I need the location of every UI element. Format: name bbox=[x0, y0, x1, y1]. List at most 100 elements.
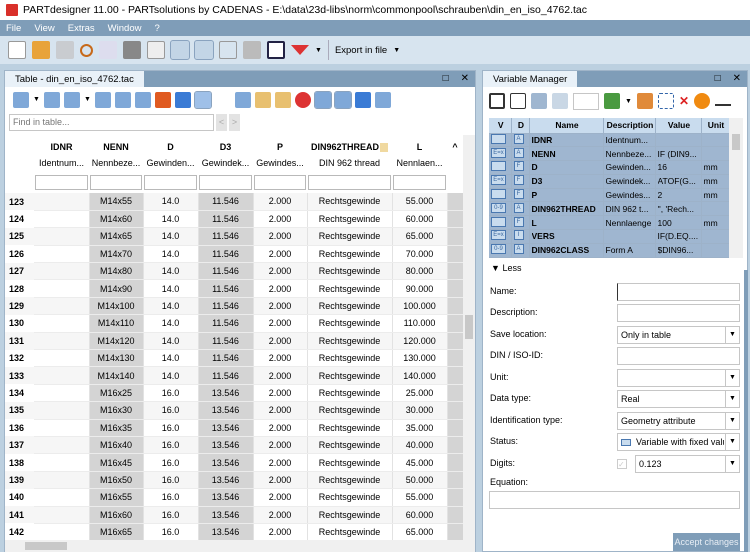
cell[interactable]: 13.546 bbox=[198, 523, 254, 540]
move-down-icon[interactable] bbox=[114, 91, 131, 108]
cell[interactable]: 13.546 bbox=[198, 384, 254, 403]
column-filter-input[interactable] bbox=[90, 174, 142, 190]
description-input[interactable] bbox=[617, 304, 740, 322]
cell[interactable]: 2.000 bbox=[253, 453, 308, 472]
cell[interactable]: 65.000 bbox=[392, 227, 448, 246]
cell[interactable]: 14.0 bbox=[143, 227, 199, 246]
column-header-d[interactable]: D bbox=[143, 139, 198, 155]
column-filter-input[interactable] bbox=[308, 174, 391, 190]
scrollbar-thumb[interactable] bbox=[732, 134, 740, 150]
table-view-icon[interactable] bbox=[99, 41, 117, 59]
cell[interactable]: Rechtsgewinde bbox=[307, 506, 393, 524]
arrow-down-icon[interactable] bbox=[193, 90, 212, 109]
cell[interactable]: 13.546 bbox=[198, 453, 254, 472]
vm-header-description[interactable]: Description bbox=[603, 118, 656, 134]
table-row[interactable]: 123 M14x55 14.0 11.546 2.000 Rechtsgewinde 55.… bbox=[5, 193, 463, 211]
cell[interactable]: 16.0 bbox=[143, 506, 199, 524]
menu-item-help[interactable]: ? bbox=[154, 22, 160, 34]
column-header-p[interactable]: P bbox=[253, 139, 307, 155]
cell[interactable]: 2.000 bbox=[253, 523, 308, 540]
cell[interactable] bbox=[34, 471, 90, 490]
cell[interactable]: M16x40 bbox=[89, 436, 144, 455]
cell[interactable]: M16x25 bbox=[89, 384, 144, 403]
cell[interactable] bbox=[34, 384, 90, 403]
cell[interactable]: 16.0 bbox=[143, 401, 199, 420]
cell[interactable]: 13.546 bbox=[198, 506, 254, 524]
cell[interactable] bbox=[34, 349, 90, 368]
cell[interactable] bbox=[34, 506, 90, 524]
range-filter-icon[interactable] bbox=[531, 93, 547, 109]
cell[interactable]: M14x110 bbox=[89, 314, 144, 333]
cell[interactable]: 16.0 bbox=[143, 471, 199, 490]
table-row[interactable]: 142 M16x65 16.0 13.546 2.000 Rechtsgewinde 65.… bbox=[5, 523, 463, 540]
column-filter-input[interactable] bbox=[254, 174, 306, 190]
unit-select[interactable]: ▼ bbox=[617, 369, 740, 387]
variable-row[interactable]: F P Gewindes... 2 mm bbox=[489, 188, 730, 203]
cell[interactable]: Rechtsgewinde bbox=[307, 419, 393, 437]
xyz-icon[interactable] bbox=[170, 40, 190, 60]
less-toggle[interactable]: ▼ Less bbox=[491, 263, 521, 273]
cell[interactable]: 100.000 bbox=[392, 297, 448, 316]
vm-header-d[interactable]: D bbox=[511, 118, 530, 134]
export-in-file-button[interactable]: Export in file bbox=[334, 44, 388, 56]
cell[interactable] bbox=[34, 193, 90, 211]
table-row[interactable]: 131 M14x120 14.0 11.546 2.000 Rechtsgewinde 12… bbox=[5, 332, 463, 351]
cell[interactable]: 16.0 bbox=[143, 488, 199, 507]
chevron-down-icon[interactable]: ▼ bbox=[33, 96, 40, 103]
sketch-icon[interactable] bbox=[147, 41, 165, 59]
cell[interactable]: 45.000 bbox=[392, 453, 448, 472]
cell[interactable]: Rechtsgewinde bbox=[307, 488, 393, 507]
cell[interactable]: 2.000 bbox=[253, 366, 308, 385]
find-in-table-input[interactable] bbox=[9, 113, 214, 131]
cell[interactable]: M16x65 bbox=[89, 523, 144, 540]
cell[interactable]: 11.546 bbox=[198, 210, 254, 229]
cell[interactable] bbox=[34, 366, 90, 385]
cell[interactable]: 2.000 bbox=[253, 210, 308, 229]
cell[interactable]: 2.000 bbox=[253, 245, 308, 264]
formula-filter-icon[interactable] bbox=[552, 93, 568, 109]
cell[interactable]: M16x55 bbox=[89, 488, 144, 507]
save-icon[interactable] bbox=[374, 91, 391, 108]
cell[interactable]: 11.546 bbox=[198, 262, 254, 281]
cell[interactable]: 40.000 bbox=[392, 436, 448, 455]
menu-item-window[interactable]: Window bbox=[107, 22, 142, 34]
cell[interactable]: 2.000 bbox=[253, 297, 308, 316]
cell[interactable]: Rechtsgewinde bbox=[307, 279, 393, 298]
cell[interactable]: Rechtsgewinde bbox=[307, 384, 393, 403]
cell[interactable]: 50.000 bbox=[392, 471, 448, 490]
table-row[interactable]: 141 M16x60 16.0 13.546 2.000 Rechtsgewinde 60.… bbox=[5, 506, 463, 524]
vm-header-v[interactable]: V bbox=[489, 118, 512, 134]
variable-row[interactable]: F L Nennlaenge 100 mm bbox=[489, 215, 730, 231]
variable-row[interactable]: E=x F D3 Gewindek... ATOF(G... mm bbox=[489, 174, 730, 189]
cell[interactable]: 2.000 bbox=[253, 506, 308, 524]
cell[interactable]: 2.000 bbox=[253, 227, 308, 246]
detail-view-icon[interactable] bbox=[510, 93, 526, 109]
find-prev-button[interactable]: < bbox=[216, 113, 227, 131]
new-file-icon[interactable] bbox=[8, 41, 26, 59]
cell[interactable]: 120.000 bbox=[392, 332, 448, 351]
variable-row[interactable]: 0-9 A DIN962THREAD DIN 962 t... '', 'Rech... bbox=[489, 201, 730, 217]
cell[interactable] bbox=[447, 227, 463, 246]
cell[interactable]: M16x30 bbox=[89, 401, 144, 420]
cell[interactable]: 13.546 bbox=[198, 436, 254, 455]
cell[interactable]: 11.546 bbox=[198, 279, 254, 298]
cell[interactable]: 110.000 bbox=[392, 314, 448, 333]
chevron-down-icon[interactable]: ▼ bbox=[725, 327, 739, 343]
identification-type-select[interactable]: Geometry attribute ▼ bbox=[617, 412, 740, 430]
table-row[interactable]: 129 M14x100 14.0 11.546 2.000 Rechtsgewinde 10… bbox=[5, 297, 463, 316]
column-header-idnr[interactable]: IDNR bbox=[34, 139, 89, 155]
cell[interactable] bbox=[447, 384, 463, 403]
digits-select[interactable]: 0.123 ▼ bbox=[635, 455, 740, 473]
cell[interactable]: M16x35 bbox=[89, 419, 144, 437]
cell[interactable] bbox=[447, 436, 463, 455]
table-row[interactable]: 137 M16x40 16.0 13.546 2.000 Rechtsgewinde 40.… bbox=[5, 436, 463, 455]
cell[interactable]: 14.0 bbox=[143, 245, 199, 264]
cell[interactable]: 16.0 bbox=[143, 523, 199, 540]
cell[interactable]: 130.000 bbox=[392, 349, 448, 368]
cell[interactable]: 2.000 bbox=[253, 279, 308, 298]
din-iso-id-input[interactable] bbox=[617, 347, 740, 365]
assign-icon[interactable] bbox=[715, 96, 731, 106]
save-location-select[interactable]: Only in table ▼ bbox=[617, 326, 740, 344]
table-row[interactable]: 133 M14x140 14.0 11.546 2.000 Rechtsgewinde 14… bbox=[5, 366, 463, 385]
variable-row[interactable]: A IDNR Identnum... bbox=[489, 133, 730, 148]
